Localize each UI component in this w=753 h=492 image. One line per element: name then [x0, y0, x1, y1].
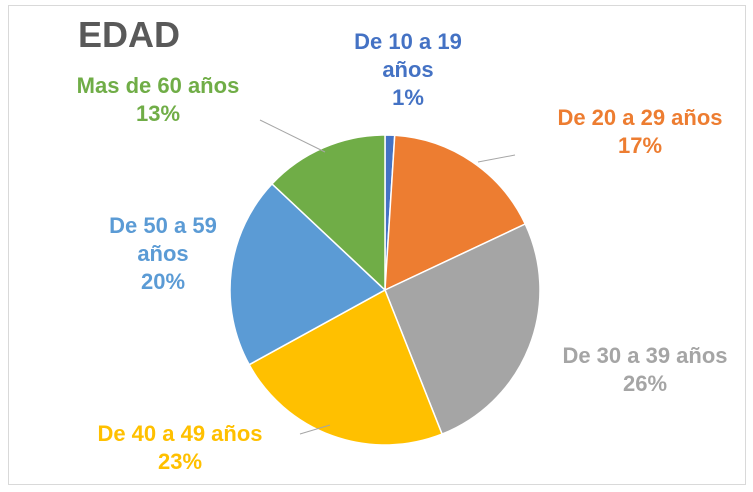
data-label: De 10 a 19 años 1% — [343, 28, 473, 112]
label-category: De 50 a 59 años — [109, 213, 217, 266]
data-label: De 30 a 39 años 26% — [530, 342, 753, 398]
chart-title: EDAD — [78, 14, 181, 55]
label-value: 13% — [135, 101, 181, 126]
leader-line — [477, 154, 516, 163]
label-value: 26% — [622, 371, 668, 396]
label-category: Mas de 60 años — [76, 73, 240, 98]
label-category: De 20 a 29 años — [557, 105, 723, 130]
label-value: 20% — [140, 269, 186, 294]
label-category: De 40 a 49 años — [97, 421, 263, 446]
label-value: 17% — [617, 133, 663, 158]
label-category: De 10 a 19 años — [354, 29, 462, 82]
label-category: De 30 a 39 años — [562, 343, 728, 368]
label-value: 1% — [392, 85, 424, 110]
pie-slice — [229, 182, 387, 366]
leader-line — [259, 119, 326, 153]
pie-slice — [248, 288, 444, 446]
pie-slice — [384, 134, 527, 292]
leader-line — [299, 424, 331, 435]
pie-slice — [270, 134, 386, 292]
data-label: De 40 a 49 años 23% — [60, 420, 300, 476]
data-label: De 20 a 29 años 17% — [515, 104, 753, 160]
label-value: 23% — [157, 449, 203, 474]
data-label: De 50 a 59 años 20% — [108, 212, 218, 296]
data-label: Mas de 60 años 13% — [33, 72, 283, 128]
pie-slice — [384, 223, 541, 436]
chart-frame — [8, 5, 746, 485]
